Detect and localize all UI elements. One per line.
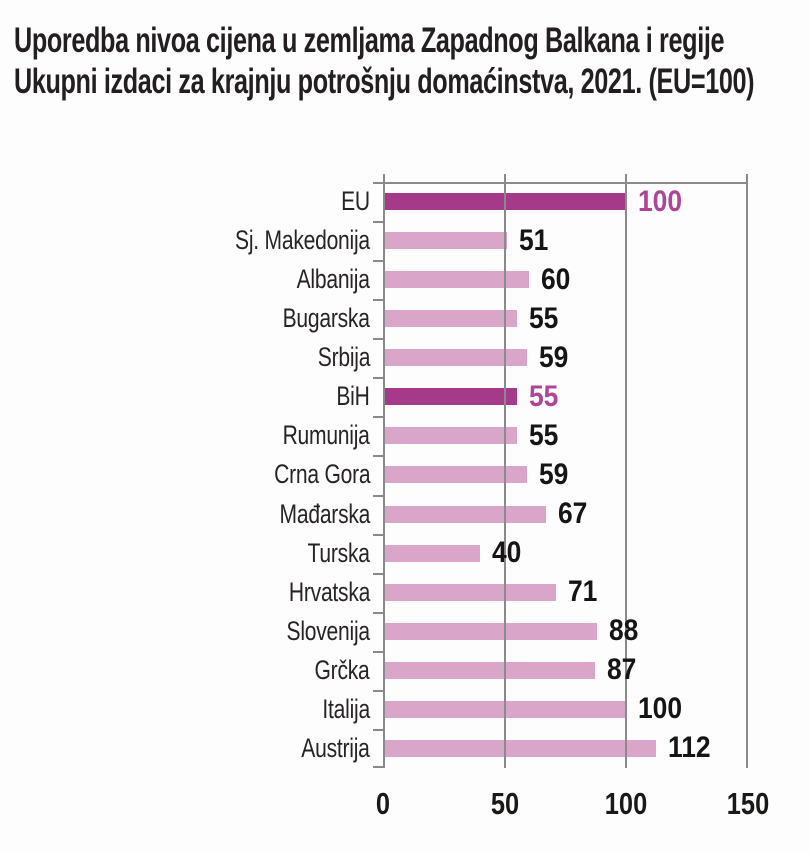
y-axis-tick <box>373 651 383 653</box>
category-label: Grčka <box>314 654 370 685</box>
gridline <box>746 182 748 768</box>
y-axis-tick <box>373 260 383 262</box>
value-label: 60 <box>541 262 571 296</box>
bar-row: Crna Gora 59 <box>274 455 748 494</box>
bar <box>383 388 517 406</box>
bar-row: Turska 40 <box>308 534 748 573</box>
x-tick-label: 150 <box>726 786 770 821</box>
chart-top-border <box>383 182 748 184</box>
value-label: 55 <box>528 379 559 413</box>
value-label: 71 <box>567 575 598 609</box>
y-axis-tick <box>373 690 383 692</box>
category-label: Mađarska <box>279 498 370 529</box>
category-label: Hrvatska <box>288 576 370 607</box>
y-axis-tick <box>373 766 383 768</box>
category-label: Srbija <box>317 342 371 373</box>
y-axis-tick <box>373 221 383 223</box>
value-label: 112 <box>667 731 711 765</box>
chart-title: Uporedba nivoa cijena u zemljama Zapadno… <box>14 20 810 102</box>
y-axis-tick <box>373 377 383 379</box>
y-axis-tick <box>373 299 383 301</box>
bar-row: Austrija 112 <box>302 729 748 768</box>
y-axis-tick <box>373 455 383 457</box>
x-tick-label: 0 <box>375 786 391 821</box>
value-label: 51 <box>519 223 549 257</box>
value-label: 100 <box>638 692 683 726</box>
bar <box>383 622 598 640</box>
x-tick-label: 50 <box>490 786 519 821</box>
bar-row: Srbija 59 <box>318 338 748 377</box>
y-axis-tick <box>373 612 383 614</box>
category-label: Rumunija <box>282 420 370 451</box>
bar-row: Mađarska 67 <box>279 495 748 534</box>
bar <box>383 739 656 757</box>
bar <box>383 661 595 679</box>
bar-row: BiH 55 <box>337 377 748 416</box>
value-label: 40 <box>492 536 522 570</box>
y-axis-tick <box>373 416 383 418</box>
bar <box>383 583 556 601</box>
bar <box>383 427 517 445</box>
value-label: 87 <box>606 653 637 687</box>
bar <box>383 232 508 250</box>
category-label: Italija <box>322 693 370 724</box>
category-label: EU <box>341 186 370 217</box>
bar <box>383 544 481 562</box>
category-label: Albanija <box>296 264 370 295</box>
top-axis-tick <box>383 174 385 183</box>
category-label: BiH <box>336 381 370 412</box>
gridline <box>625 182 628 768</box>
y-axis-tick <box>373 534 383 536</box>
value-label: 67 <box>558 497 588 531</box>
y-axis-tick <box>373 338 383 340</box>
bar-row: Bugarska 55 <box>283 299 748 338</box>
gridline <box>503 182 506 768</box>
category-label: Bugarska <box>282 303 370 334</box>
category-label: Sj. Makedonija <box>235 225 370 256</box>
bar <box>383 466 527 484</box>
value-label: 59 <box>538 457 568 491</box>
y-axis-tick <box>373 182 383 184</box>
chart-title-line-2: Ukupni izdaci za krajnju potrošnju domać… <box>14 62 755 101</box>
value-label: 88 <box>609 614 639 648</box>
bar-row: Albanija 60 <box>297 260 748 299</box>
bar-row: EU 100 <box>341 182 748 221</box>
y-axis-tick <box>373 729 383 731</box>
value-label: 55 <box>528 418 559 452</box>
chart-title-line-1: Uporedba nivoa cijena u zemljama Zapadno… <box>14 21 725 60</box>
bar <box>383 349 527 367</box>
y-axis-line <box>383 182 385 768</box>
category-label: Slovenija <box>286 615 371 646</box>
bar <box>383 505 547 523</box>
value-label: 59 <box>538 340 568 374</box>
y-axis-tick <box>373 495 383 497</box>
bar <box>383 310 517 328</box>
top-axis-tick <box>503 174 506 183</box>
category-label: Austrija <box>301 732 371 763</box>
category-label: Turska <box>307 537 370 568</box>
category-label: Crna Gora <box>273 459 370 490</box>
value-label: 100 <box>638 184 683 218</box>
value-label: 55 <box>528 301 559 335</box>
bar-row: Italija 100 <box>322 690 748 729</box>
bar-row: Grčka 87 <box>315 651 748 690</box>
bar <box>383 271 529 289</box>
bar-row: Rumunija 55 <box>283 416 748 455</box>
bar-row: Sj. Makedonija 51 <box>235 221 748 260</box>
y-axis-tick <box>373 573 383 575</box>
plot-area: EU 100 Sj. Makedonija 51 Albanija 60 Bug… <box>235 174 748 768</box>
x-tick-label: 100 <box>605 786 648 821</box>
top-axis-tick <box>746 174 748 183</box>
top-axis-tick <box>625 174 628 183</box>
x-axis: 0 50 100 150 <box>376 786 769 826</box>
bar-row: Hrvatska 71 <box>289 573 748 612</box>
bar-row: Slovenija 88 <box>287 612 748 651</box>
